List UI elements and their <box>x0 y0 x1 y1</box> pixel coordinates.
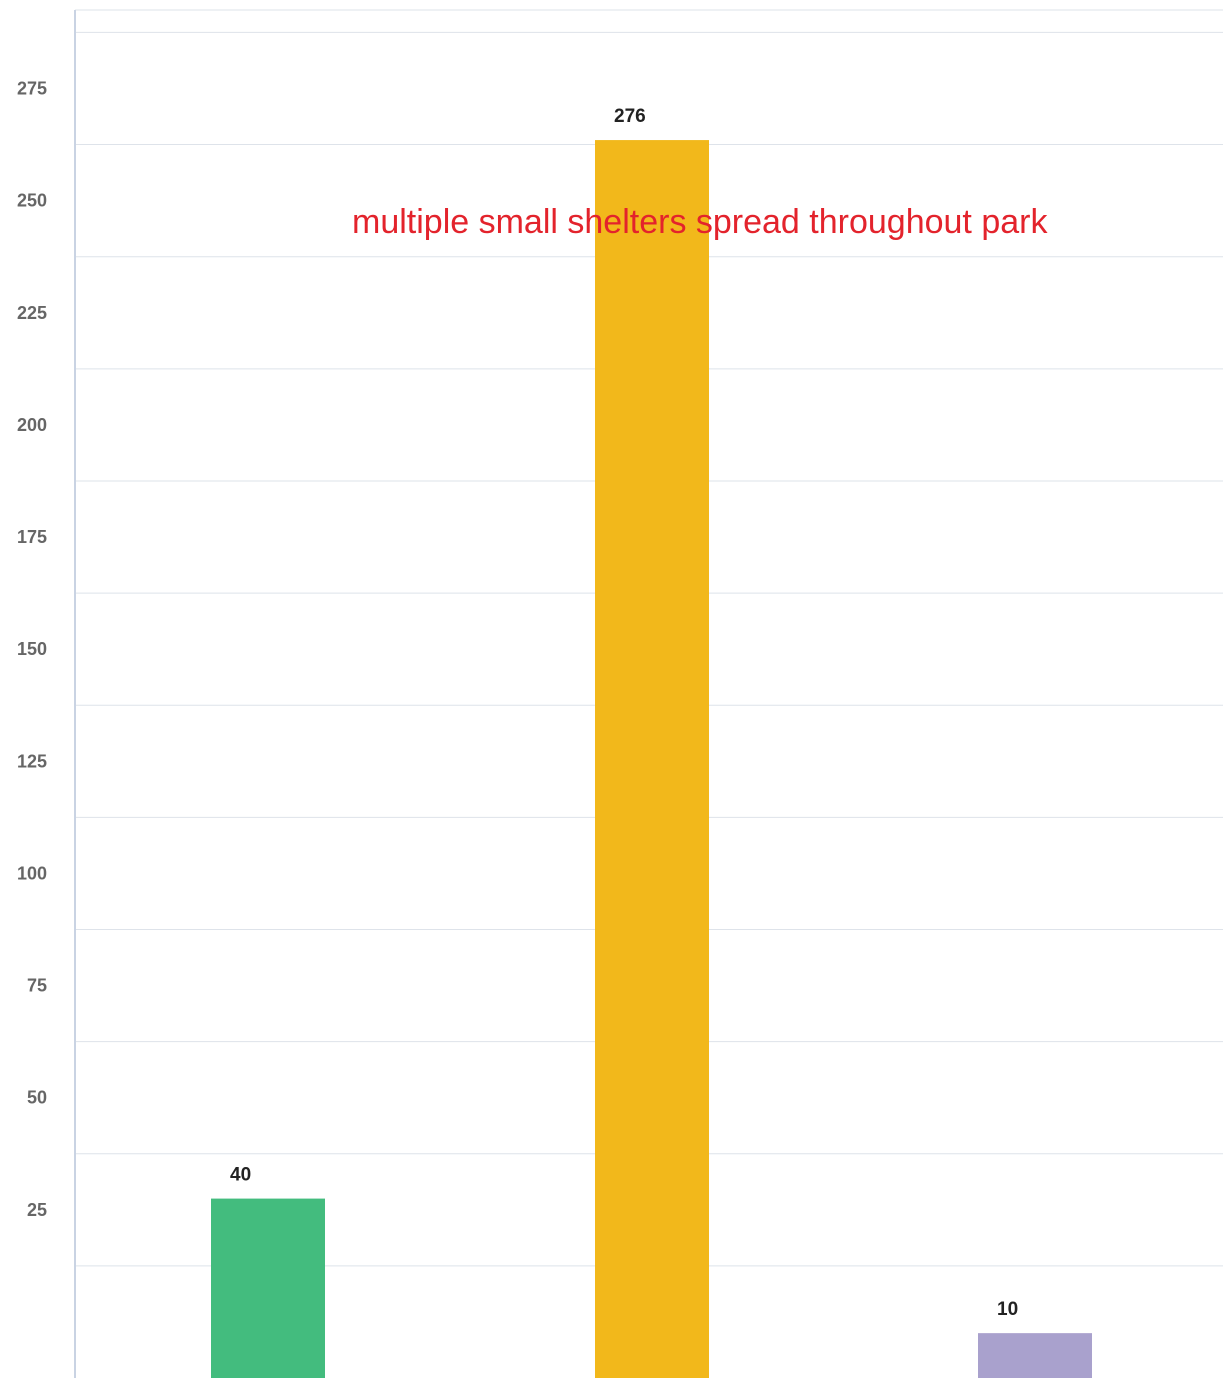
y-tick-label: 150 <box>17 639 47 659</box>
bar <box>978 1333 1092 1378</box>
y-tick-label: 125 <box>17 751 47 771</box>
y-tick-label: 200 <box>17 415 47 435</box>
y-tick-label: 75 <box>27 976 47 996</box>
data-labels: 40 276 10 <box>230 106 1018 1320</box>
y-tick-label: 100 <box>17 863 47 883</box>
y-tick-label: 50 <box>27 1088 47 1108</box>
y-tick-label: 175 <box>17 527 47 547</box>
bar-value-label: 276 <box>614 106 646 127</box>
chart-annotation: multiple small shelters spread throughou… <box>352 203 1048 241</box>
y-tick-label: 225 <box>17 303 47 323</box>
bar <box>211 1198 325 1378</box>
y-axis: 255075100125150175200225250275300 <box>17 10 76 1378</box>
y-tick-label: 275 <box>17 79 47 99</box>
y-tick-label: 25 <box>27 1200 47 1220</box>
bar-value-label: 10 <box>997 1299 1018 1320</box>
bar-value-label: 40 <box>230 1165 251 1186</box>
bar <box>595 140 709 1378</box>
bars <box>211 140 1092 1378</box>
y-tick-label: 250 <box>17 191 47 211</box>
